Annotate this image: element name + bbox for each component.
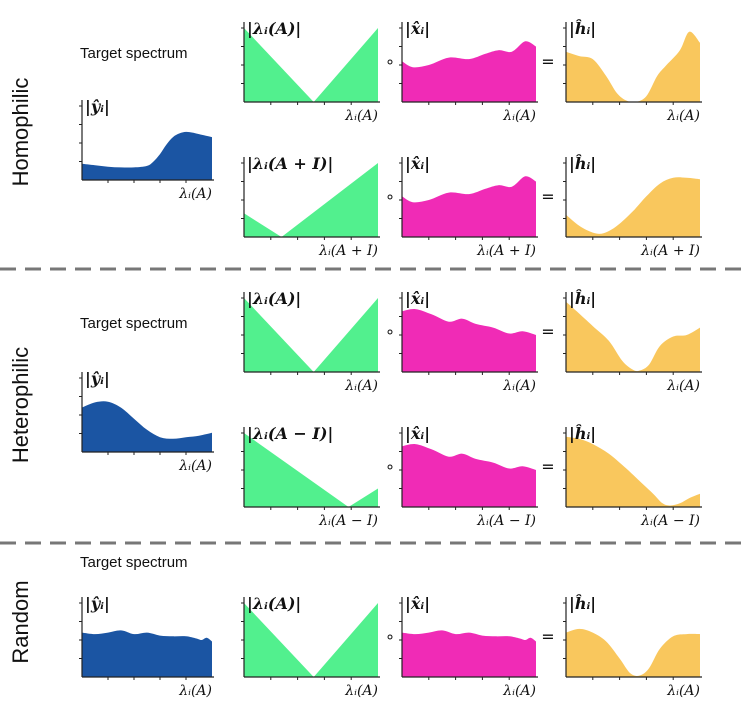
target-spectrum-labels: Target spectrum Target spectrum Target spe… bbox=[80, 45, 188, 571]
target-spectrum-label: Target spectrum bbox=[80, 315, 188, 332]
panel-homo-target: |ŷᵢ| λᵢ(A) bbox=[79, 97, 214, 202]
section-labels: Homophilic Heterophilic Random bbox=[8, 78, 33, 664]
panel-ylabel: |x̂ᵢ| bbox=[405, 424, 430, 443]
signal-area-homo-x2 bbox=[402, 176, 536, 237]
equals-operator: = bbox=[541, 52, 554, 71]
target-spectrum-label: Target spectrum bbox=[80, 45, 188, 62]
output-area-hetero-h2 bbox=[566, 436, 700, 507]
panel-xlabel: λᵢ(A) bbox=[178, 186, 212, 202]
panel-ylabel: |ĥᵢ| bbox=[569, 153, 596, 173]
panel-homo-x2: |x̂ᵢ| λᵢ(A + I) bbox=[399, 154, 538, 259]
output-area-homo-h2 bbox=[566, 177, 700, 237]
panel-ylabel: |ŷᵢ| bbox=[85, 594, 110, 613]
panel-ylabel: |λᵢ(A)| bbox=[247, 19, 301, 38]
panel-homo-h1: |ĥᵢ| λᵢ(A) bbox=[563, 18, 702, 124]
equals-operator: = bbox=[541, 322, 554, 341]
panel-homo-x1: |x̂ᵢ| λᵢ(A) bbox=[399, 19, 538, 124]
panel-xlabel: λᵢ(A) bbox=[344, 108, 378, 124]
operators: ∘ = ∘ = ∘ = ∘ = ∘ = bbox=[385, 52, 555, 646]
panel-ylabel: |λᵢ(A)| bbox=[247, 289, 301, 308]
target-area-homo-target bbox=[82, 131, 212, 180]
panel-rand-lamA: |λᵢ(A)| λᵢ(A) bbox=[241, 594, 380, 699]
panel-xlabel: λᵢ(A − I) bbox=[476, 513, 536, 529]
panel-xlabel: λᵢ(A) bbox=[666, 378, 700, 394]
adjacency-area-homo-lamA bbox=[244, 28, 378, 102]
panel-hetero-x2: |x̂ᵢ| λᵢ(A − I) bbox=[399, 424, 538, 529]
hadamard-operator: ∘ bbox=[385, 322, 395, 341]
output-area-rand-h bbox=[566, 628, 700, 677]
hadamard-operator: ∘ bbox=[385, 457, 395, 476]
panel-ylabel: |λᵢ(A − I)| bbox=[247, 424, 333, 443]
panel-ylabel: |ŷᵢ| bbox=[85, 369, 110, 388]
panel-xlabel: λᵢ(A) bbox=[666, 108, 700, 124]
hadamard-operator: ∘ bbox=[385, 627, 395, 646]
panel-homo-h2: |ĥᵢ| λᵢ(A + I) bbox=[563, 153, 702, 259]
panel-xlabel: λᵢ(A) bbox=[502, 683, 536, 699]
target-area-hetero-target bbox=[82, 401, 212, 452]
panel-hetero-target: |ŷᵢ| λᵢ(A) bbox=[79, 369, 214, 474]
spectrum-panels: |ŷᵢ| λᵢ(A) |λᵢ(A)| λᵢ(A) |x̂ᵢ| λᵢ(A) |ĥᵢ| λᵢ(A)… bbox=[79, 18, 702, 699]
panel-xlabel: λᵢ(A + I) bbox=[318, 243, 378, 259]
output-area-homo-h1 bbox=[566, 31, 700, 103]
adjacency-area-hetero-lamAmI bbox=[244, 433, 378, 507]
panel-homo-lamA: |λᵢ(A)| λᵢ(A) bbox=[241, 19, 380, 124]
panel-ylabel: |ĥᵢ| bbox=[569, 423, 596, 443]
panel-hetero-x1: |x̂ᵢ| λᵢ(A) bbox=[399, 289, 538, 394]
panel-rand-h: |ĥᵢ| λᵢ(A) bbox=[563, 593, 702, 699]
signal-area-rand-x bbox=[402, 630, 536, 677]
section-label-random: Random bbox=[8, 580, 33, 663]
panel-homo-lamApI: |λᵢ(A + I)| λᵢ(A + I) bbox=[241, 154, 380, 259]
equals-operator: = bbox=[541, 187, 554, 206]
panel-xlabel: λᵢ(A − I) bbox=[318, 513, 378, 529]
adjacency-area-homo-lamApI bbox=[244, 163, 378, 237]
panel-rand-x: |x̂ᵢ| λᵢ(A) bbox=[399, 594, 538, 699]
panel-xlabel: λᵢ(A) bbox=[178, 683, 212, 699]
panel-ylabel: |λᵢ(A)| bbox=[247, 594, 301, 613]
output-area-hetero-h1 bbox=[566, 301, 700, 372]
panel-hetero-h1: |ĥᵢ| λᵢ(A) bbox=[563, 288, 702, 394]
panel-xlabel: λᵢ(A) bbox=[178, 458, 212, 474]
panel-hetero-lamAmI: |λᵢ(A − I)| λᵢ(A − I) bbox=[241, 424, 380, 529]
adjacency-area-rand-lamA bbox=[244, 603, 378, 677]
panel-ylabel: |ĥᵢ| bbox=[569, 288, 596, 308]
hadamard-operator: ∘ bbox=[385, 187, 395, 206]
panel-xlabel: λᵢ(A) bbox=[666, 683, 700, 699]
panel-ylabel: |x̂ᵢ| bbox=[405, 19, 430, 38]
panel-xlabel: λᵢ(A) bbox=[344, 683, 378, 699]
panel-rand-target: |ŷᵢ| λᵢ(A) bbox=[79, 594, 214, 699]
equals-operator: = bbox=[541, 627, 554, 646]
hadamard-operator: ∘ bbox=[385, 52, 395, 71]
target-area-rand-target bbox=[82, 630, 212, 677]
panel-xlabel: λᵢ(A + I) bbox=[640, 243, 700, 259]
equals-operator: = bbox=[541, 457, 554, 476]
panel-ylabel: |ĥᵢ| bbox=[569, 593, 596, 613]
panel-xlabel: λᵢ(A) bbox=[344, 378, 378, 394]
panel-ylabel: |ĥᵢ| bbox=[569, 18, 596, 38]
panel-hetero-lamA: |λᵢ(A)| λᵢ(A) bbox=[241, 289, 380, 394]
panel-ylabel: |x̂ᵢ| bbox=[405, 289, 430, 308]
section-label-heterophilic: Heterophilic bbox=[8, 347, 33, 463]
signal-area-hetero-x2 bbox=[402, 444, 536, 507]
target-spectrum-label: Target spectrum bbox=[80, 554, 188, 571]
panel-ylabel: |λᵢ(A + I)| bbox=[247, 154, 333, 173]
panel-xlabel: λᵢ(A) bbox=[502, 378, 536, 394]
panel-xlabel: λᵢ(A) bbox=[502, 108, 536, 124]
panel-ylabel: |x̂ᵢ| bbox=[405, 594, 430, 613]
section-label-homophilic: Homophilic bbox=[8, 78, 33, 187]
panel-xlabel: λᵢ(A − I) bbox=[640, 513, 700, 529]
panel-xlabel: λᵢ(A + I) bbox=[476, 243, 536, 259]
signal-area-homo-x1 bbox=[402, 41, 536, 102]
adjacency-area-hetero-lamA bbox=[244, 298, 378, 372]
panel-ylabel: |ŷᵢ| bbox=[85, 97, 110, 116]
panel-hetero-h2: |ĥᵢ| λᵢ(A − I) bbox=[563, 423, 702, 529]
signal-area-hetero-x1 bbox=[402, 309, 536, 372]
panel-ylabel: |x̂ᵢ| bbox=[405, 154, 430, 173]
